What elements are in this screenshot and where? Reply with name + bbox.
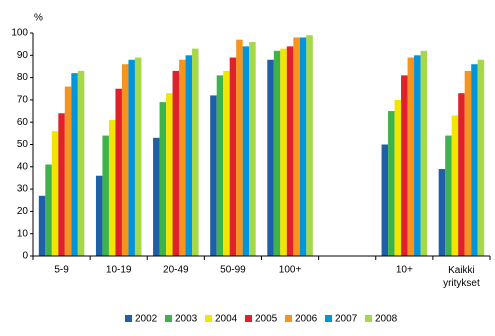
x-tick-label: 50-99 bbox=[220, 265, 246, 276]
bar bbox=[210, 95, 217, 256]
bar bbox=[216, 75, 224, 257]
y-tick-label: 90 bbox=[17, 50, 29, 61]
bar bbox=[115, 88, 122, 256]
bar bbox=[299, 37, 307, 257]
legend-swatch bbox=[365, 315, 372, 322]
bar bbox=[108, 119, 116, 256]
bar bbox=[306, 35, 313, 257]
bar bbox=[38, 195, 46, 256]
legend-label: 2002 bbox=[135, 314, 158, 325]
bar bbox=[159, 102, 167, 256]
bar bbox=[77, 70, 85, 256]
bar bbox=[45, 164, 52, 256]
bar bbox=[420, 50, 428, 257]
legend-swatch bbox=[125, 315, 132, 322]
bar bbox=[153, 137, 160, 256]
bar bbox=[267, 59, 274, 257]
legend-swatch bbox=[325, 315, 332, 322]
bar bbox=[64, 86, 72, 257]
bar bbox=[458, 93, 465, 257]
bar bbox=[401, 75, 408, 257]
bar bbox=[381, 144, 389, 256]
x-tick-label: 100+ bbox=[279, 265, 302, 276]
bar bbox=[192, 48, 199, 256]
x-tick-label: 20-49 bbox=[163, 265, 189, 276]
bar bbox=[242, 46, 250, 256]
bar bbox=[121, 64, 129, 256]
bar bbox=[223, 70, 230, 256]
x-tick-label: Kaikki yritykset bbox=[443, 265, 480, 289]
bar bbox=[394, 99, 402, 257]
legend-label: 2005 bbox=[255, 314, 278, 325]
bar bbox=[95, 175, 103, 256]
y-tick-label: 20 bbox=[17, 206, 29, 217]
bar bbox=[414, 55, 421, 256]
legend-label: 2006 bbox=[295, 314, 318, 325]
legend-swatch bbox=[165, 315, 172, 322]
y-tick-label: 50 bbox=[17, 139, 29, 150]
y-tick-label: 100 bbox=[11, 28, 28, 39]
bar bbox=[128, 59, 135, 257]
legend-label: 2003 bbox=[175, 314, 198, 325]
bar bbox=[229, 57, 237, 256]
legend-label: 2007 bbox=[335, 314, 358, 325]
bar bbox=[445, 135, 452, 256]
y-tick-label: 80 bbox=[17, 72, 29, 83]
bar bbox=[236, 39, 243, 256]
bar bbox=[407, 57, 415, 256]
bar bbox=[438, 169, 446, 256]
bar bbox=[451, 115, 459, 256]
bar bbox=[464, 70, 472, 256]
bar bbox=[293, 37, 300, 257]
y-tick-label: 70 bbox=[17, 95, 29, 106]
bar bbox=[471, 64, 478, 256]
bar bbox=[134, 57, 142, 256]
x-tick-label: 5-9 bbox=[54, 265, 69, 276]
bar bbox=[477, 59, 485, 257]
bar bbox=[249, 41, 256, 256]
x-tick-label: 10-19 bbox=[106, 265, 132, 276]
bar bbox=[273, 50, 281, 257]
bar bbox=[388, 111, 395, 256]
legend-swatch bbox=[245, 315, 252, 322]
y-tick-label: 0 bbox=[22, 251, 28, 262]
x-tick-label: 10+ bbox=[396, 265, 413, 276]
bar bbox=[185, 55, 193, 256]
legend-swatch bbox=[205, 315, 212, 322]
bar bbox=[286, 46, 294, 256]
bar bbox=[102, 135, 109, 256]
legend-label: 2004 bbox=[215, 314, 238, 325]
y-tick-label: 30 bbox=[17, 184, 29, 195]
legend-label: 2008 bbox=[375, 314, 398, 325]
bar bbox=[172, 70, 180, 256]
bar bbox=[179, 59, 186, 257]
y-axis-label: % bbox=[34, 13, 43, 24]
y-tick-label: 40 bbox=[17, 161, 29, 172]
bar bbox=[71, 73, 78, 256]
bar bbox=[280, 48, 287, 256]
legend-swatch bbox=[285, 315, 292, 322]
y-tick-label: 10 bbox=[17, 228, 29, 239]
bar bbox=[58, 113, 65, 256]
bar bbox=[166, 93, 173, 257]
bar bbox=[51, 131, 59, 256]
y-tick-label: 60 bbox=[17, 117, 29, 128]
